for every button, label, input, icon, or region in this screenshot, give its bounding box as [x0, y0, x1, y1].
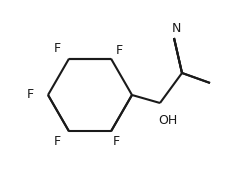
Text: N: N — [171, 22, 180, 36]
Text: OH: OH — [158, 115, 177, 127]
Text: F: F — [26, 89, 33, 101]
Text: F: F — [115, 44, 122, 57]
Text: F: F — [112, 135, 119, 148]
Text: F: F — [53, 42, 60, 55]
Text: F: F — [53, 135, 60, 148]
